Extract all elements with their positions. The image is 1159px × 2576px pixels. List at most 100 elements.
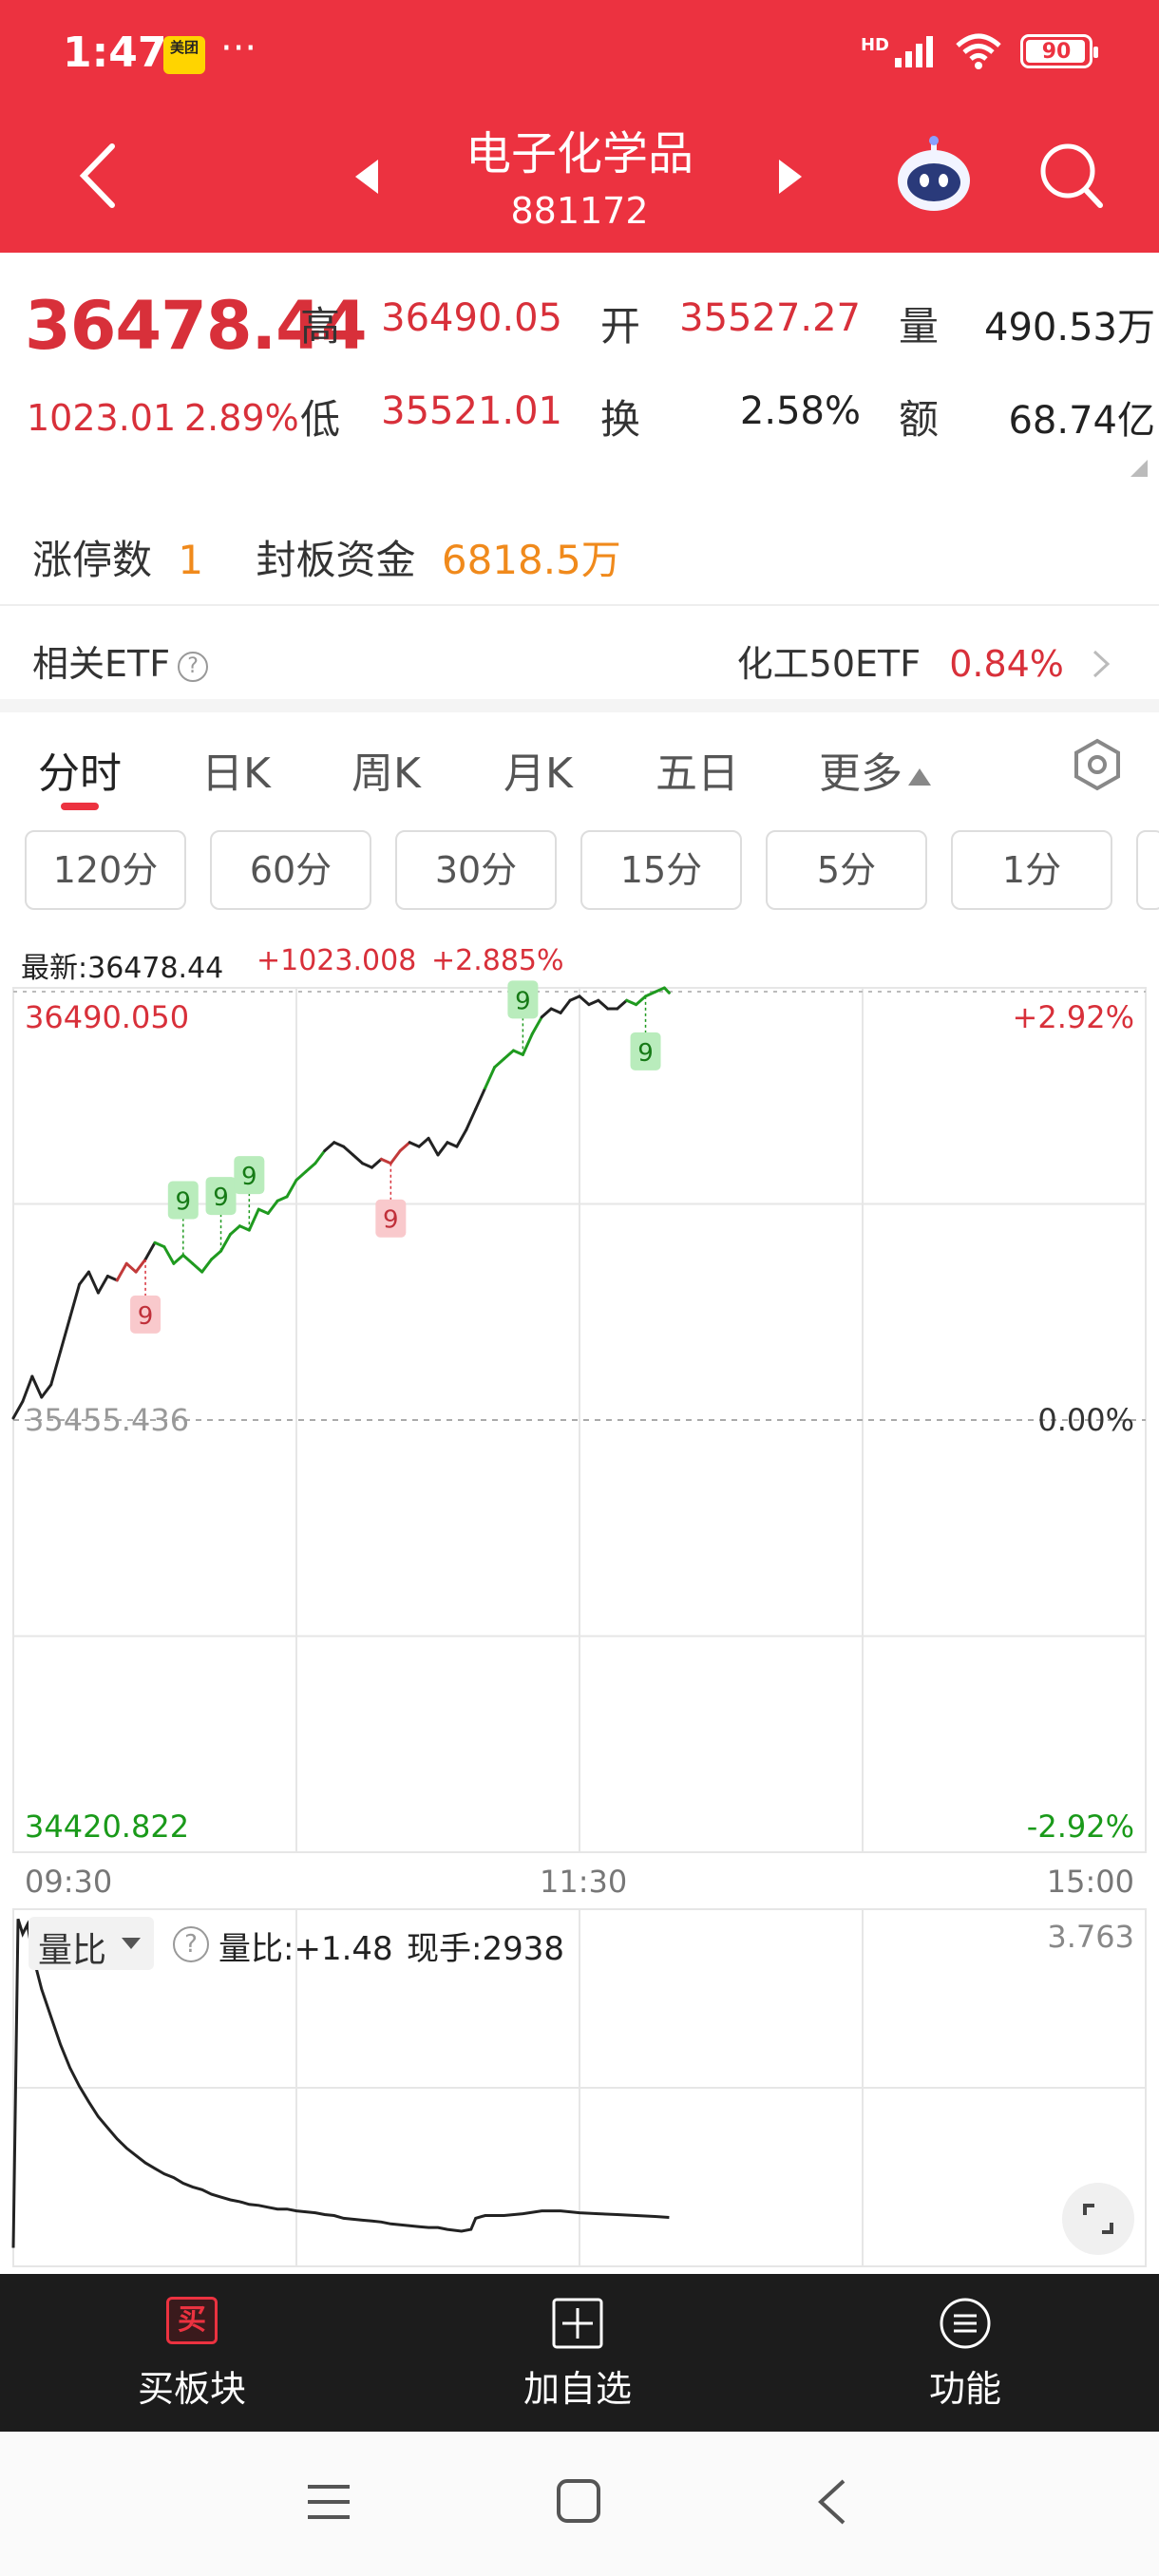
price-line-segment — [314, 1149, 327, 1165]
x-tick-end: 15:00 — [1046, 1864, 1134, 1900]
interval-1m[interactable]: 1分 — [951, 830, 1112, 910]
next-stock-icon[interactable] — [777, 158, 806, 196]
price-line-segment — [635, 994, 648, 1007]
price-line-segment — [484, 1066, 497, 1090]
volume-ratio-line — [11, 1918, 670, 2248]
volume-label: 量 — [899, 303, 940, 350]
marker-label: 9 — [138, 1302, 154, 1331]
price-line-segment — [398, 1141, 411, 1153]
marker-label: 9 — [176, 1187, 192, 1216]
marker-box — [234, 1156, 265, 1195]
hexagon-settings-icon[interactable] — [1070, 737, 1125, 792]
price-line-segment — [370, 1157, 383, 1169]
price-line-segment — [181, 1253, 195, 1265]
price-line-segment — [332, 1141, 346, 1148]
fullscreen-button[interactable] — [1062, 2183, 1134, 2255]
interval-5m[interactable]: 5分 — [766, 830, 927, 910]
interval-120m[interactable]: 120分 — [25, 830, 186, 910]
robot-icon[interactable] — [893, 135, 975, 217]
interval-next[interactable] — [1136, 830, 1159, 910]
high-label: 高 — [300, 303, 341, 350]
chevron-left-icon[interactable] — [74, 141, 122, 211]
help-icon[interactable]: ? — [178, 651, 209, 682]
interval-15m[interactable]: 15分 — [580, 830, 742, 910]
tab-five-day[interactable]: 五日 — [656, 749, 739, 798]
buy-sector-label: 买板块 — [137, 2368, 246, 2410]
volume-ratio-help-icon[interactable]: ? — [173, 1926, 209, 1962]
tab-daily-k[interactable]: 日K — [201, 749, 271, 798]
related-etf-label: 相关ETF? — [32, 635, 209, 687]
related-etf-link[interactable]: 化工50ETF 0.84% — [737, 635, 1112, 687]
expand-corner-icon[interactable] — [1130, 460, 1148, 477]
price-line-segment — [389, 1149, 402, 1165]
price-line-segment — [540, 1007, 553, 1019]
price-line-segment — [238, 1224, 251, 1232]
volume-ratio-label: 量比 — [38, 1931, 107, 1970]
open-label: 开 — [600, 303, 641, 350]
y-tick-base: 35455.436 — [25, 1402, 190, 1438]
tab-intraday[interactable]: 分时 — [38, 749, 122, 798]
volume-value: 490.53万 — [984, 306, 1155, 350]
volume-ratio-group — [11, 1918, 670, 2248]
search-icon[interactable] — [1037, 141, 1106, 213]
limit-count-label: 涨停数 — [32, 537, 153, 583]
add-watchlist-button[interactable]: 加自选 — [464, 2297, 692, 2410]
functions-button[interactable]: 功能 — [851, 2297, 1079, 2410]
tab-monthly-k[interactable]: 月K — [504, 749, 573, 798]
price-line-segment — [455, 1128, 468, 1148]
back-icon[interactable] — [813, 2477, 851, 2527]
price-line-segment — [427, 1136, 440, 1157]
price-change-pct: 2.89% — [184, 397, 299, 439]
buy-icon: 买 — [166, 2297, 218, 2344]
price-line-segment — [436, 1141, 449, 1157]
price-line-segment — [105, 1274, 119, 1282]
price-line-segment — [323, 1141, 336, 1153]
volume-ratio-dropdown[interactable]: 量比 — [28, 1917, 154, 1970]
interval-30m[interactable]: 30分 — [395, 830, 557, 910]
price-line-segment — [549, 1007, 562, 1014]
marker-box — [130, 1295, 162, 1334]
price-line-segment — [162, 1245, 176, 1265]
price-line-segment — [511, 1049, 524, 1056]
price-line-segment — [379, 1157, 392, 1165]
etf-pct: 0.84% — [949, 643, 1064, 685]
menu-icon[interactable] — [306, 2479, 352, 2525]
price-line-segment — [153, 1241, 166, 1249]
signal-icon — [895, 36, 933, 67]
battery-level: 90 — [1041, 39, 1072, 64]
tab-more[interactable]: 更多 — [819, 739, 933, 800]
marker-box — [167, 1181, 199, 1220]
marker-label: 9 — [213, 1184, 229, 1212]
marker-label: 9 — [637, 1039, 654, 1068]
system-nav-bar — [0, 2432, 1159, 2576]
plus-square-icon — [552, 2298, 603, 2349]
home-icon[interactable] — [555, 2477, 602, 2525]
battery-icon: 90 — [1020, 34, 1098, 68]
tab-weekly-k[interactable]: 周K — [352, 749, 421, 798]
price-line-segment — [465, 1108, 478, 1132]
y-tick-high: 36490.050 — [25, 999, 190, 1035]
price-line-segment — [578, 994, 591, 1007]
price-line-segment — [446, 1141, 459, 1148]
price-change: 1023.01 — [27, 397, 177, 439]
prev-stock-icon[interactable] — [352, 158, 380, 196]
marker-label: 9 — [515, 987, 531, 1015]
price-line-segment — [662, 986, 671, 994]
price-line-segment — [417, 1136, 430, 1148]
chevron-right-icon — [1092, 650, 1111, 678]
turnover-value: 2.58% — [739, 389, 861, 433]
price-line-segment — [285, 1178, 298, 1199]
price-line-segment — [342, 1145, 355, 1157]
volume-ratio-max: 3.763 — [1047, 1919, 1134, 1955]
menu-circle-icon — [940, 2298, 991, 2349]
price-line-segment — [86, 1270, 100, 1295]
price-line-segment — [625, 998, 638, 1007]
buy-sector-button[interactable]: 买 买板块 — [78, 2297, 306, 2410]
price-line-segment — [653, 986, 666, 994]
pct-tick-zero: 0.00% — [1037, 1402, 1134, 1438]
chart-grid — [12, 987, 1147, 2267]
latest-change-info: +1023.008 — [256, 944, 417, 977]
interval-60m[interactable]: 60分 — [210, 830, 371, 910]
